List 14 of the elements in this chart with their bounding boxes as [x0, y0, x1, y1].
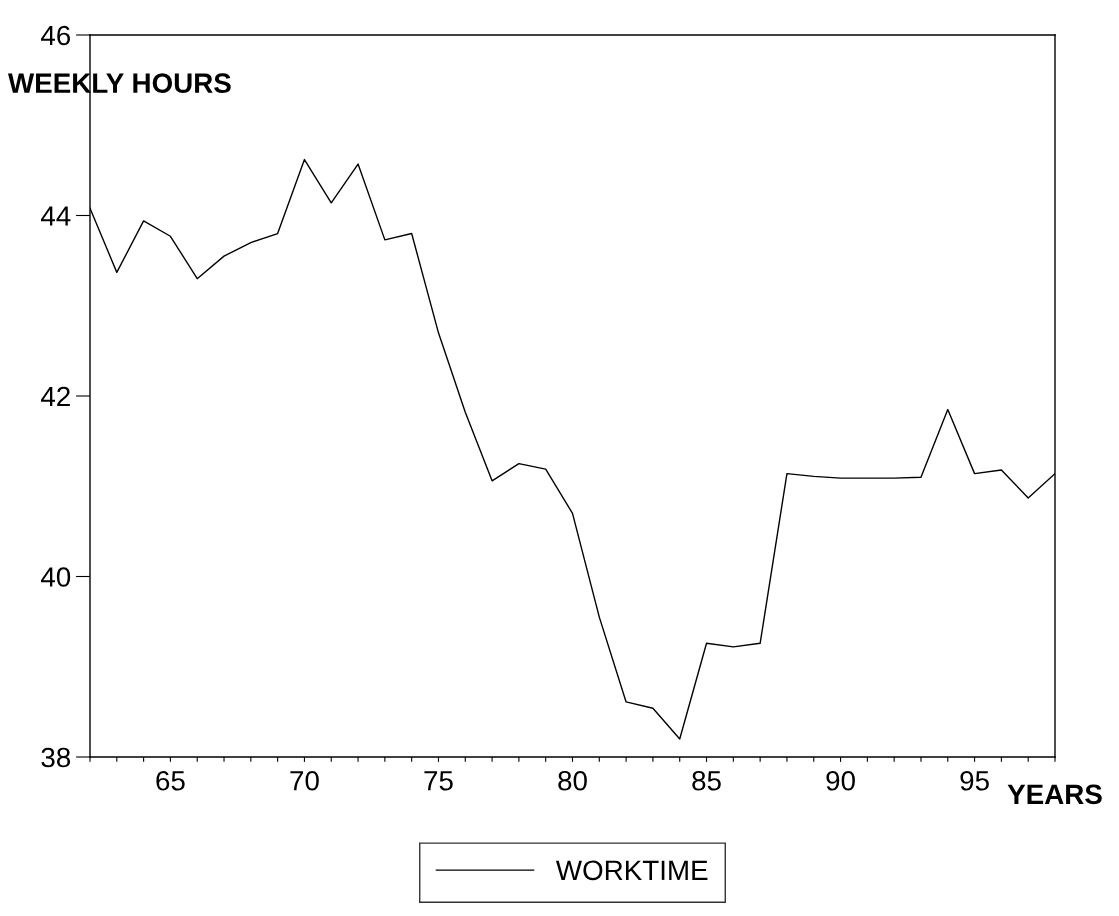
x-tick-label: 85 [692, 770, 721, 791]
x-tick-label: 95 [960, 770, 989, 791]
y-tick-label: 40 [40, 567, 71, 587]
x-tick-label: 70 [290, 770, 319, 791]
x-axis-title: YEARS [1007, 784, 1102, 805]
x-tick-label: 75 [424, 771, 453, 791]
legend-label: WORKTIME [555, 860, 708, 881]
y-tick-label: 42 [40, 386, 70, 407]
x-tick-label: 80 [558, 770, 587, 791]
y-tick-label: 38 [41, 747, 71, 768]
y-tick-label: 46 [40, 25, 71, 46]
x-tick-label: 65 [156, 770, 185, 791]
y-tick-label: 44 [40, 206, 71, 226]
x-tick-label: 90 [826, 770, 855, 791]
